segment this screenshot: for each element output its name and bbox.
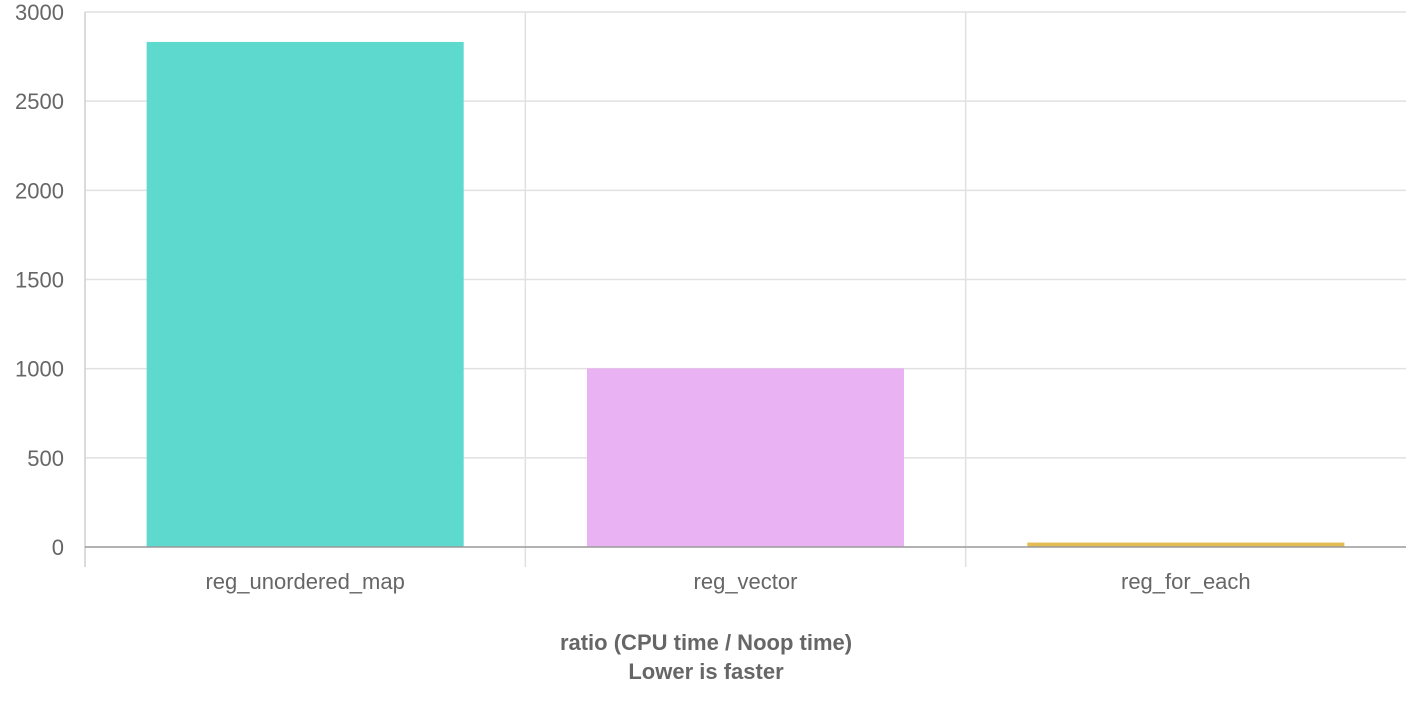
y-tick-label: 0 — [52, 535, 64, 560]
bar-reg_unordered_map[interactable] — [146, 41, 464, 548]
x-category-label: reg_unordered_map — [205, 569, 404, 594]
y-tick-label: 1500 — [15, 268, 64, 293]
y-tick-label: 2000 — [15, 178, 64, 203]
y-axis-tick-labels: 0 500 1000 1500 2000 2500 3000 — [15, 0, 64, 560]
y-tick-label: 2500 — [15, 89, 64, 114]
axes — [84, 12, 1406, 567]
x-axis-category-labels: reg_unordered_map reg_vector reg_for_each — [205, 569, 1250, 594]
y-tick-label: 3000 — [15, 0, 64, 25]
y-tick-label: 500 — [27, 446, 64, 471]
y-tick-label: 1000 — [15, 357, 64, 382]
bars — [146, 41, 1345, 548]
x-category-label: reg_for_each — [1121, 569, 1251, 594]
bar-reg_vector[interactable] — [586, 368, 905, 547]
x-category-label: reg_vector — [694, 569, 798, 594]
x-axis-subtitle: Lower is faster — [628, 659, 784, 684]
x-axis-title: ratio (CPU time / Noop time) — [560, 630, 852, 655]
bar-reg_for_each[interactable] — [1027, 542, 1345, 547]
